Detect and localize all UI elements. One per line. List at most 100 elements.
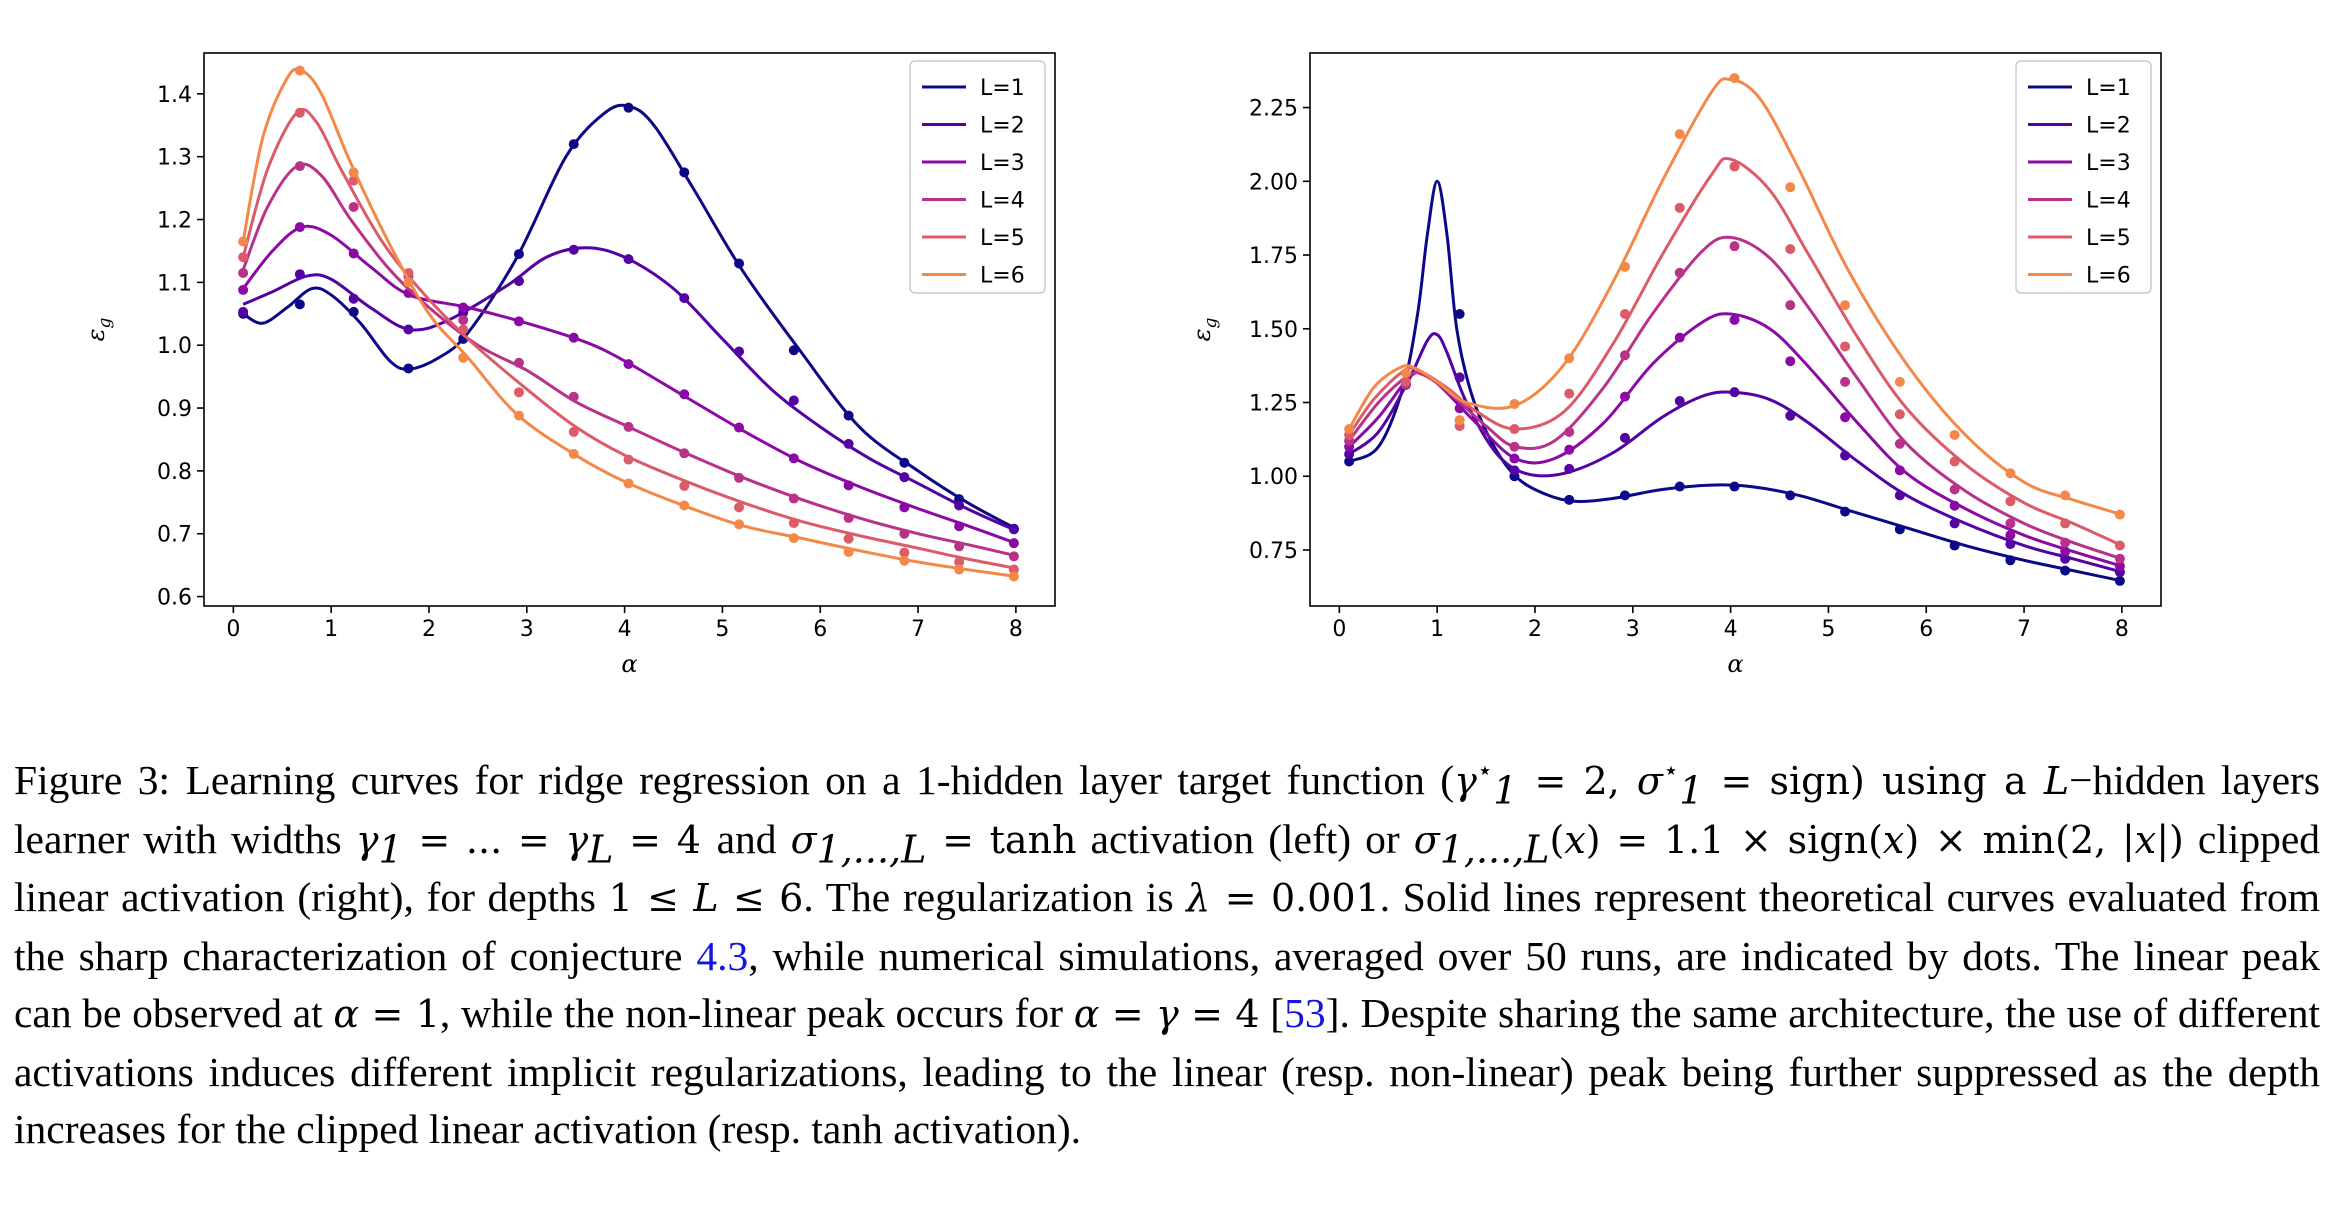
x-axis-label: α	[621, 650, 637, 678]
data-point	[843, 546, 854, 557]
data-point	[788, 345, 799, 356]
right-chart: 0 1 2 3 4 5 6 7 8 0.75 1.00 1.25 1.50 1.75 2.00 2.25 α εg…	[1188, 52, 2162, 678]
x-tick-label: 6	[813, 617, 827, 642]
data-point	[1949, 540, 1960, 551]
data-point	[458, 315, 469, 326]
data-point	[513, 410, 524, 421]
data-point	[843, 438, 854, 449]
data-point	[238, 306, 249, 317]
data-point	[1729, 481, 1740, 492]
data-point	[458, 352, 469, 363]
data-point	[734, 472, 745, 483]
y-tick-label: 2.00	[1249, 170, 1298, 195]
x-tick-label: 1	[324, 617, 338, 642]
data-point	[1509, 465, 1520, 476]
data-point	[2060, 537, 2071, 548]
data-point	[1619, 350, 1630, 361]
y-axis-label: εg	[1188, 318, 1221, 342]
data-point	[1785, 182, 1796, 193]
caption-text: = 0.001	[1210, 876, 1380, 920]
caption-text: = 4	[613, 817, 717, 862]
data-point	[1840, 506, 1851, 517]
x-tick-label: 5	[715, 617, 729, 642]
data-point	[294, 107, 305, 118]
legend-item: L=5	[2028, 226, 2131, 251]
figure-area: 0 1 2 3 4 5 6 7 8 0.6 0.7 0.8 0.9 1.0 1.1 1.2 1.3 1.4 α εg L…	[82, 52, 2162, 678]
data-point	[238, 284, 249, 295]
legend-item: L=4	[922, 189, 1025, 214]
series-L=6	[1344, 73, 2125, 520]
data-point	[1344, 424, 1355, 435]
y-tick-label: 0.75	[1249, 539, 1298, 564]
data-point	[1674, 202, 1685, 213]
caption-text: x	[2134, 817, 2157, 862]
caption-text: , while the non-linear peak occurs for	[439, 990, 1074, 1036]
data-point	[1785, 244, 1796, 255]
data-point	[513, 357, 524, 368]
legend-label: L=3	[980, 151, 1025, 176]
data-point	[679, 500, 690, 511]
data-point	[2005, 555, 2016, 566]
y-tick-label: 1.25	[1249, 391, 1298, 416]
data-point	[1344, 449, 1355, 460]
data-point	[623, 359, 634, 370]
data-point	[788, 395, 799, 406]
caption-text: = 2,	[1517, 759, 1637, 803]
figure-caption: Figure 3: Learning curves for ridge regr…	[14, 752, 2320, 1159]
data-point	[403, 324, 414, 335]
x-tick-label: 6	[1919, 617, 1933, 642]
data-point	[1840, 450, 1851, 461]
y-tick-label: 0.7	[157, 523, 192, 548]
y-tick-label: 0.9	[157, 397, 192, 422]
x-tick-label: 0	[1332, 617, 1346, 642]
caption-text: and	[716, 815, 791, 862]
data-point	[1674, 396, 1685, 407]
data-point	[1729, 73, 1740, 84]
caption-text: = ... =	[402, 817, 566, 862]
data-point	[2114, 540, 2125, 551]
data-point	[1400, 376, 1411, 387]
caption-reference-link[interactable]: 4.3	[696, 932, 749, 979]
data-point	[1509, 453, 1520, 464]
data-point	[348, 248, 359, 259]
data-point	[1509, 424, 1520, 435]
caption-text: ) = 1.1 × sign(	[1585, 817, 1883, 862]
series-L=2	[238, 244, 1019, 535]
data-point	[954, 557, 965, 568]
data-point	[1454, 372, 1465, 383]
caption-text: γ	[565, 817, 589, 862]
caption-text: x	[1882, 817, 1905, 862]
data-point	[734, 519, 745, 530]
legend-label: L=1	[2086, 76, 2131, 101]
data-point	[1840, 412, 1851, 423]
data-point	[1008, 564, 1019, 575]
data-point	[1564, 494, 1575, 505]
data-point	[899, 528, 910, 539]
x-tick-label: 3	[1626, 617, 1640, 642]
data-point	[294, 299, 305, 310]
caption-text: 1	[1679, 768, 1704, 813]
legend-item: L=6	[2028, 264, 2131, 289]
caption-reference-link[interactable]: 53	[1284, 990, 1326, 1036]
legend-box	[909, 60, 1046, 294]
axes-frame	[203, 52, 1056, 607]
data-point	[2005, 496, 2016, 507]
x-tick-label: 4	[618, 617, 632, 642]
data-point	[1785, 356, 1796, 367]
series-L=5	[238, 107, 1019, 575]
caption-text: [	[1259, 990, 1285, 1036]
legend-item: L=6	[922, 264, 1025, 289]
legend-item: L=4	[2028, 189, 2131, 214]
data-point	[568, 139, 579, 150]
legend: L=1 L=2 L=3 L=4 L=5 L=6	[909, 60, 1046, 294]
data-point	[2005, 518, 2016, 529]
data-point	[843, 410, 854, 421]
legend-label: L=2	[2086, 114, 2131, 139]
data-point	[1894, 409, 1905, 420]
data-point	[2060, 553, 2071, 564]
y-tick-label: 1.4	[157, 83, 192, 108]
curve-line	[241, 224, 1017, 545]
caption-text: L	[693, 876, 719, 920]
curve-line	[242, 246, 1017, 532]
data-point	[348, 306, 359, 317]
